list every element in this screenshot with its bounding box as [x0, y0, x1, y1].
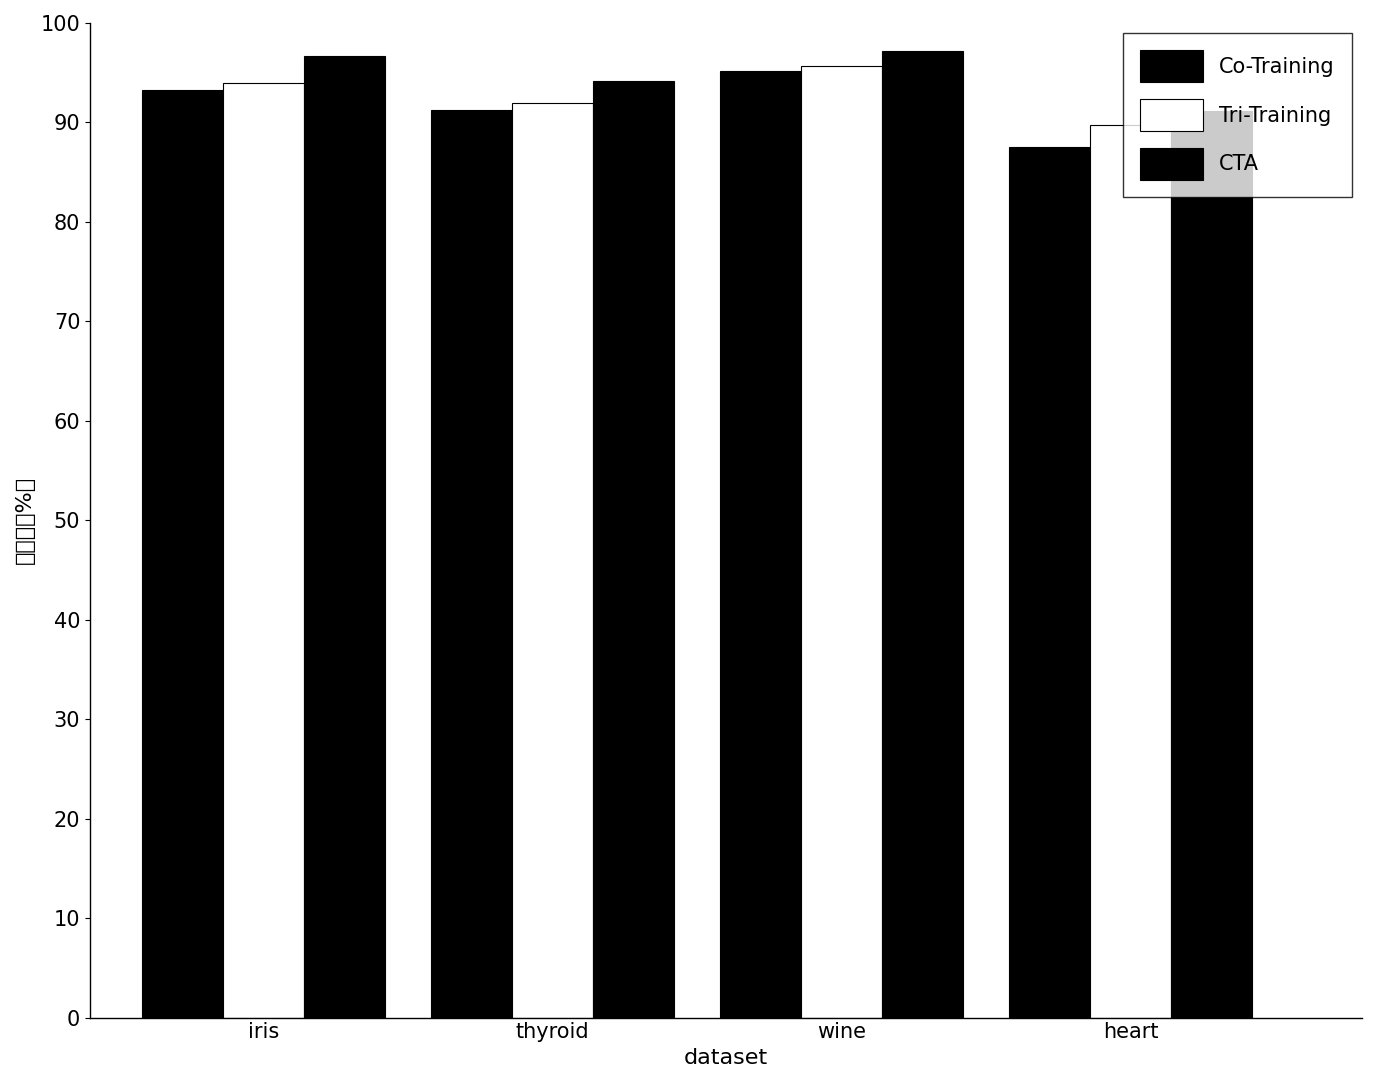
- Bar: [304, 56, 386, 1018]
- Bar: [593, 81, 673, 1018]
- X-axis label: dataset: dataset: [684, 1048, 768, 1068]
- Legend: Co-Training, Tri-Training, CTA: Co-Training, Tri-Training, CTA: [1124, 34, 1352, 197]
- Bar: [801, 66, 883, 1018]
- Bar: [431, 109, 512, 1018]
- Bar: [142, 90, 223, 1018]
- Bar: [1172, 110, 1252, 1018]
- Bar: [1091, 126, 1172, 1018]
- Bar: [1009, 147, 1091, 1018]
- Bar: [223, 82, 304, 1018]
- Bar: [512, 103, 593, 1018]
- Bar: [720, 70, 801, 1018]
- Y-axis label: 识别率（%）: 识别率（%）: [15, 477, 34, 564]
- Bar: [883, 51, 963, 1018]
